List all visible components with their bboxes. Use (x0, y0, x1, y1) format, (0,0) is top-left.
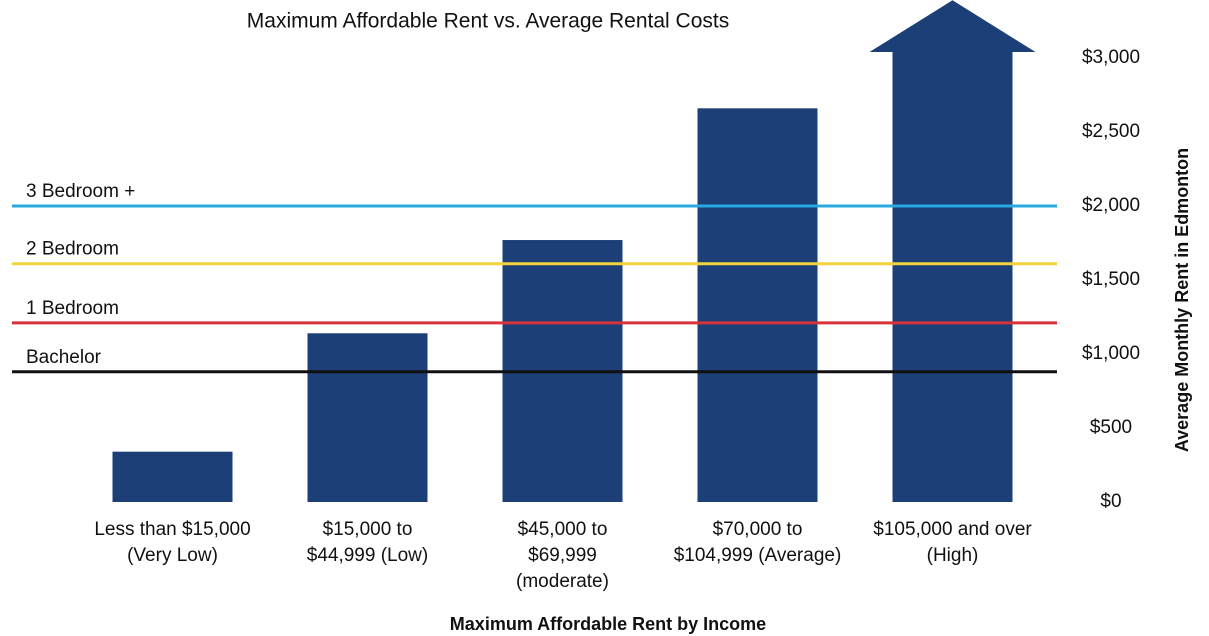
reference-line-label: 2 Bedroom (26, 239, 119, 260)
y-axis-label: Average Monthly Rent in Edmonton (1172, 148, 1192, 452)
y-tick-label: $2,500 (1082, 121, 1140, 142)
reference-line-label: 3 Bedroom + (26, 181, 135, 202)
y-tick-label: $3,000 (1082, 47, 1140, 68)
bar (307, 333, 428, 502)
x-tick-label: $15,000 to (323, 519, 413, 540)
x-tick-label: $69,999 (528, 545, 597, 566)
x-tick-label: Less than $15,000 (94, 519, 250, 540)
x-tick-label: (High) (927, 545, 979, 566)
reference-line-label: 1 Bedroom (26, 298, 119, 319)
y-tick-label: $0 (1100, 491, 1121, 512)
bar (697, 108, 818, 502)
x-axis-label: Maximum Affordable Rent by Income (450, 614, 766, 634)
y-tick-label: $500 (1090, 417, 1132, 438)
y-tick-label: $1,000 (1082, 343, 1140, 364)
x-tick-label: $70,000 to (713, 519, 803, 540)
bar-arrow (869, 0, 1036, 503)
x-tick-label: (moderate) (516, 571, 609, 592)
y-tick-label: $1,500 (1082, 269, 1140, 290)
x-tick-label: $44,999 (Low) (307, 545, 428, 566)
bar (112, 451, 233, 502)
reference-line-label: Bachelor (26, 347, 102, 368)
chart-title: Maximum Affordable Rent vs. Average Rent… (247, 10, 729, 33)
y-tick-label: $2,000 (1082, 195, 1140, 216)
x-tick-label: $45,000 to (518, 519, 608, 540)
x-tick-label: $104,999 (Average) (674, 545, 842, 566)
x-tick-label: $105,000 and over (873, 519, 1032, 540)
x-tick-label: (Very Low) (127, 545, 218, 566)
